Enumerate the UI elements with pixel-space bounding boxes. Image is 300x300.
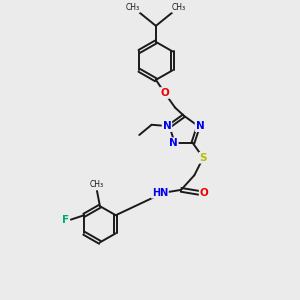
Text: HN: HN	[152, 188, 168, 198]
Text: S: S	[200, 153, 207, 163]
Text: CH₃: CH₃	[172, 3, 186, 12]
Text: N: N	[196, 121, 204, 131]
Text: N: N	[169, 138, 178, 148]
Text: CH₃: CH₃	[126, 3, 140, 12]
Text: F: F	[62, 214, 69, 225]
Text: CH₃: CH₃	[90, 180, 104, 189]
Text: O: O	[160, 88, 169, 98]
Text: O: O	[200, 188, 208, 198]
Text: N: N	[163, 121, 171, 131]
